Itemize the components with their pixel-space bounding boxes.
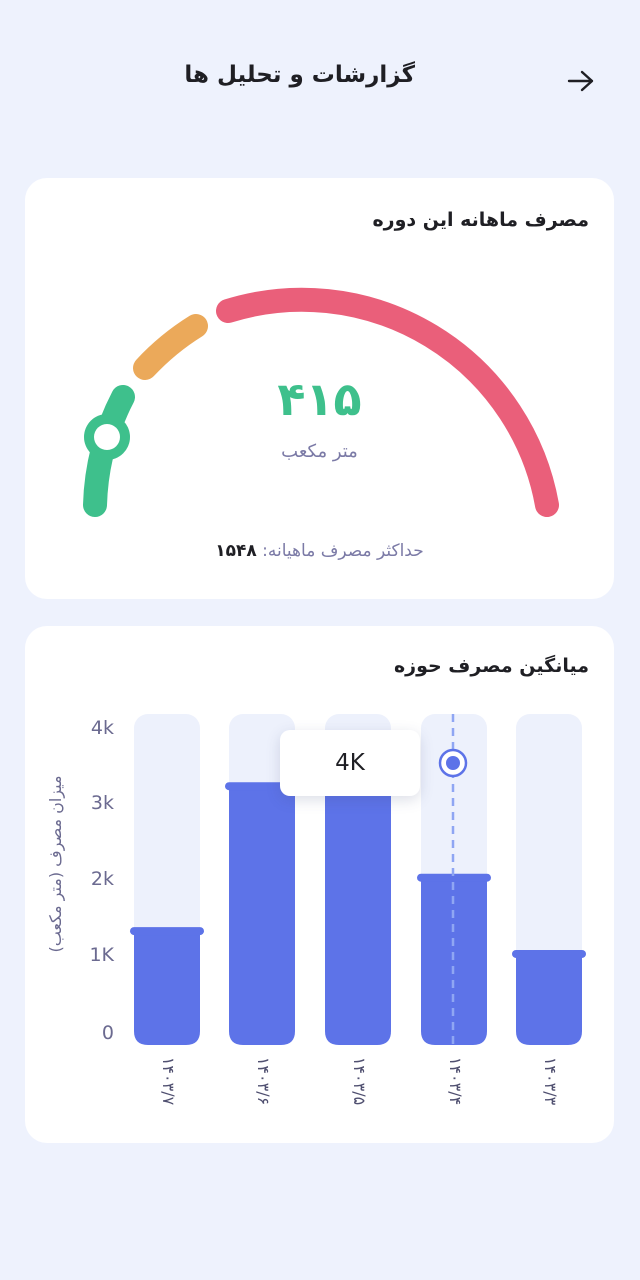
y-tick-label: 3k xyxy=(90,792,114,814)
selection-marker-dot xyxy=(446,756,460,770)
x-tick-label: ۱۴۰۳/۷ xyxy=(159,1056,178,1106)
max-consumption-label: حداکثر مصرف ماهیانه: xyxy=(262,541,424,561)
arrow-right-icon xyxy=(567,70,594,92)
x-tick-label: ۱۴۰۳/۶ xyxy=(254,1056,273,1106)
gauge-orange-segment xyxy=(133,314,208,380)
max-consumption: حداکثر مصرف ماهیانه: ۱۵۴۸ xyxy=(25,541,614,561)
tooltip-value: 4K xyxy=(335,750,365,776)
bar[interactable] xyxy=(516,953,582,1045)
bar-cap xyxy=(417,873,491,882)
y-tick-label: 2k xyxy=(90,868,114,890)
chart-tooltip: 4K xyxy=(280,730,420,796)
y-tick-label: 0 xyxy=(101,1022,114,1044)
bar-cap xyxy=(130,927,204,936)
bar[interactable] xyxy=(325,782,391,1045)
monthly-consumption-card: مصرف ماهانه این دوره ۴۱۵ متر مکعب حداکثر… xyxy=(25,178,614,599)
bar[interactable] xyxy=(134,931,200,1045)
card-title: مصرف ماهانه این دوره xyxy=(372,209,589,231)
y-tick-label: 4k xyxy=(90,717,114,739)
gauge-red-segment xyxy=(216,287,559,517)
bar-cap xyxy=(512,949,586,958)
x-tick-label: ۱۴۰۳/۵ xyxy=(350,1056,369,1106)
bar[interactable] xyxy=(421,877,487,1045)
gauge-value: ۴۱۵ xyxy=(277,372,362,426)
y-axis-label: میزان مصرف (متر مکعب) xyxy=(46,775,65,953)
app-header: گزارشات و تحلیل ها xyxy=(0,0,640,160)
consumption-gauge xyxy=(83,287,559,517)
back-button[interactable] xyxy=(564,66,598,96)
gauge-knob xyxy=(84,414,130,460)
average-consumption-card: میانگین مصرف حوزه xyxy=(25,626,614,1143)
bar[interactable] xyxy=(229,786,295,1045)
y-tick-label: 1K xyxy=(89,944,114,966)
gauge-unit: متر مکعب xyxy=(281,441,358,462)
x-tick-label: ۱۴۰۳/۳ xyxy=(541,1056,560,1106)
card-title: میانگین مصرف حوزه xyxy=(393,655,589,677)
x-tick-label: ۱۴۰۳/۴ xyxy=(446,1056,465,1106)
max-consumption-value: ۱۵۴۸ xyxy=(215,541,257,561)
page-title: گزارشات و تحلیل ها xyxy=(184,62,415,88)
